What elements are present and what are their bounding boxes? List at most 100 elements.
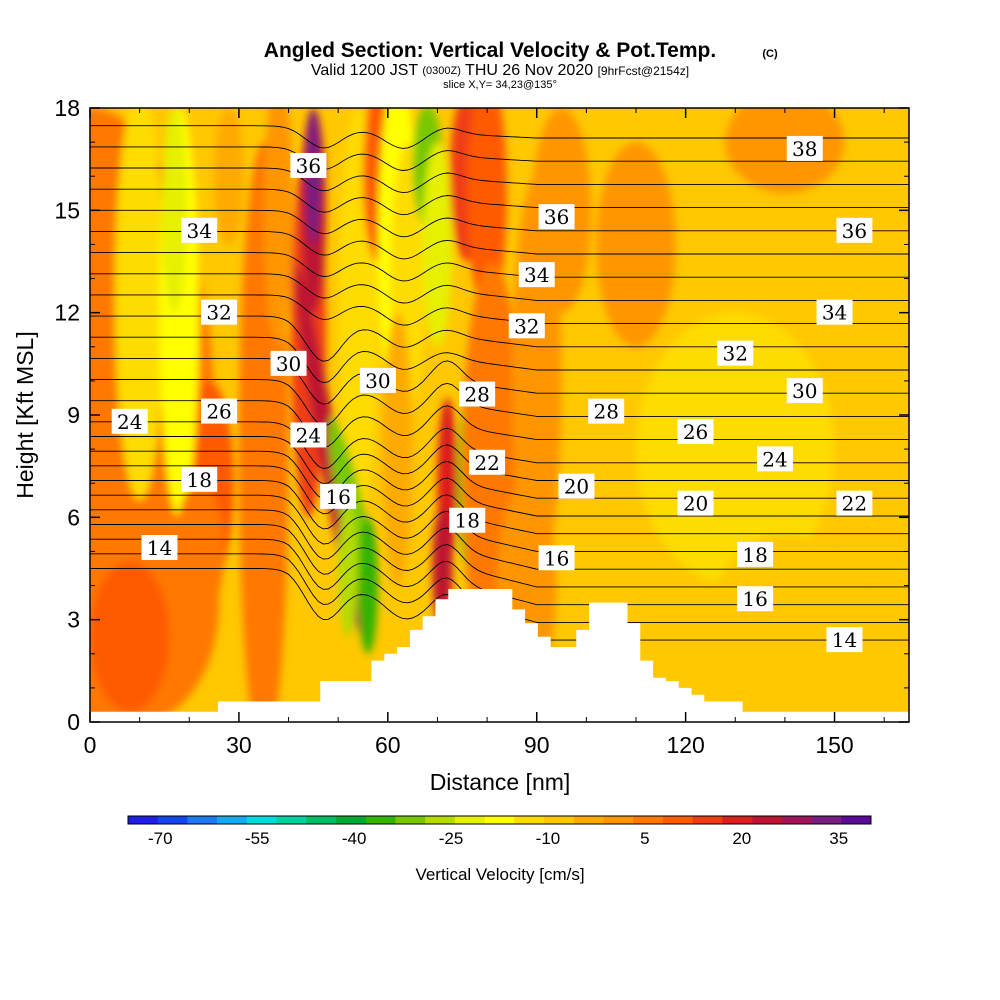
subtitle-date: THU 26 Nov 2020	[465, 62, 593, 79]
contour-label-text: 24	[762, 447, 787, 471]
contour-label: 16	[538, 545, 575, 571]
contour-label-text: 36	[842, 219, 867, 243]
colorbar-swatch	[573, 816, 604, 824]
y-tick-label: 0	[67, 709, 80, 735]
velocity-cell	[596, 142, 676, 347]
contour-label-box	[538, 204, 575, 230]
slice-info: slice X,Y= 34,23@135°	[443, 79, 557, 91]
theta-contour-line	[90, 125, 909, 149]
contour-label-box	[786, 378, 823, 404]
colorbar: -70 -55 -40 -25 -10 5 20 35	[127, 815, 872, 848]
colorbar-swatch	[425, 816, 456, 824]
colorbar-swatch	[365, 816, 396, 824]
contour-label: 28	[459, 381, 496, 407]
colorbar-swatch	[306, 816, 337, 824]
velocity-cell	[90, 561, 170, 712]
contour-label: 24	[290, 422, 327, 448]
contour-label-box	[677, 419, 714, 445]
velocity-heatmap	[90, 108, 909, 722]
theta-contour-line	[90, 167, 909, 194]
contour-label: 30	[270, 350, 307, 376]
contour-label: 18	[181, 466, 218, 492]
contour-label: 30	[786, 378, 823, 404]
x-tick-label: 120	[666, 732, 704, 758]
chart-title: Angled Section: Vertical Velocity & Pot.…	[264, 39, 716, 62]
x-tick-label: 150	[815, 732, 853, 758]
velocity-cell	[784, 585, 885, 722]
theta-contour-line	[90, 252, 909, 282]
contour-label: 26	[201, 398, 238, 424]
contour-label-box	[201, 398, 238, 424]
contour-label: 34	[518, 262, 555, 288]
contour-label-text: 26	[683, 420, 708, 444]
contour-label-text: 38	[792, 137, 817, 161]
colorbar-tick-label: 35	[829, 829, 848, 848]
contour-label-box	[201, 299, 238, 325]
contour-label: 28	[588, 398, 625, 424]
contour-label-box	[469, 449, 506, 475]
contour-label-text: 32	[514, 314, 539, 338]
contour-label: 30	[359, 367, 396, 393]
contour-label-box	[826, 627, 863, 653]
contour-label-box	[359, 367, 396, 393]
x-tick-label: 0	[84, 732, 97, 758]
colorbar-label: Vertical Velocity [cm/s]	[415, 865, 584, 884]
y-tick-label: 3	[67, 607, 80, 633]
contour-label-text: 18	[742, 543, 767, 567]
colorbar-swatch	[692, 816, 723, 824]
theta-contour-line	[90, 357, 909, 405]
contour-label: 36	[538, 204, 575, 230]
contour-label-box	[290, 422, 327, 448]
contour-label: 16	[320, 483, 357, 509]
contour-label-text: 20	[683, 492, 708, 516]
velocity-cell	[214, 108, 244, 245]
colorbar-swatch	[603, 816, 634, 824]
contour-label: 24	[111, 408, 148, 434]
y-tick-label: 12	[54, 300, 80, 326]
contour-label-text: 14	[832, 628, 857, 652]
x-tick-label: 90	[524, 732, 550, 758]
contour-label: 32	[717, 340, 754, 366]
contour-label: 36	[836, 217, 873, 243]
theta-contour-line	[90, 209, 909, 238]
contour-label-box	[756, 446, 793, 472]
contour-label: 38	[786, 135, 823, 161]
contour-label-box	[588, 398, 625, 424]
contour-label: 32	[508, 313, 545, 339]
colorbar-tick-label: 20	[732, 829, 751, 848]
colorbar-swatch	[157, 816, 188, 824]
velocity-cell	[263, 108, 294, 347]
colorbar-swatch	[662, 816, 693, 824]
contour-label: 34	[181, 217, 218, 243]
x-axis-label: Distance [nm]	[430, 769, 571, 795]
colorbar-tick-label: -70	[148, 829, 173, 848]
colorbar-tick-label: 5	[640, 829, 649, 848]
y-tick-label: 18	[54, 95, 80, 121]
theta-contour-line	[90, 294, 909, 326]
contour-label-box	[320, 483, 357, 509]
contour-label: 22	[836, 490, 873, 516]
y-tick-label: 15	[54, 197, 80, 223]
contour-label-box	[270, 350, 307, 376]
theta-contour-line	[90, 379, 909, 427]
contour-label: 36	[290, 152, 327, 178]
contour-label: 24	[756, 446, 793, 472]
contour-label-box	[449, 507, 486, 533]
colorbar-swatch	[752, 816, 783, 824]
contour-label-text: 22	[474, 451, 499, 475]
contour-label-box	[717, 340, 754, 366]
colorbar-swatch	[246, 816, 277, 824]
terrain	[90, 589, 909, 722]
contour-label-text: 36	[296, 154, 321, 178]
contour-label-text: 14	[147, 536, 172, 560]
y-tick-label: 9	[67, 402, 80, 428]
contour-label-box	[111, 408, 148, 434]
contour-label-text: 34	[524, 263, 549, 287]
contour-label-text: 22	[842, 492, 867, 516]
contour-label-text: 16	[325, 485, 350, 509]
contour-label-text: 18	[186, 468, 211, 492]
colorbar-swatch	[336, 816, 367, 824]
contour-label-text: 16	[544, 546, 569, 570]
contour-label-text: 34	[822, 301, 847, 325]
